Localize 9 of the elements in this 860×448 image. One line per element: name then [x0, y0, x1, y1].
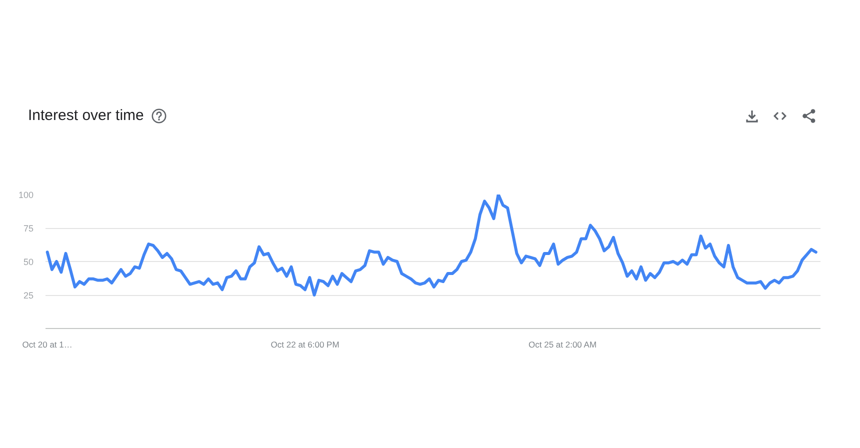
y-tick-label: 100	[18, 190, 34, 200]
x-tick-label: Oct 20 at 1…	[22, 340, 72, 350]
line-series	[46, 194, 818, 296]
x-tick-label: Oct 22 at 6:00 PM	[270, 340, 340, 350]
y-tick-label: 25	[23, 290, 34, 300]
y-tick-label: 75	[23, 224, 34, 234]
chart-title: Interest over time	[28, 106, 144, 126]
y-tick-label: 50	[23, 257, 34, 267]
x-tick-label: Oct 25 at 2:00 AM	[528, 340, 597, 350]
